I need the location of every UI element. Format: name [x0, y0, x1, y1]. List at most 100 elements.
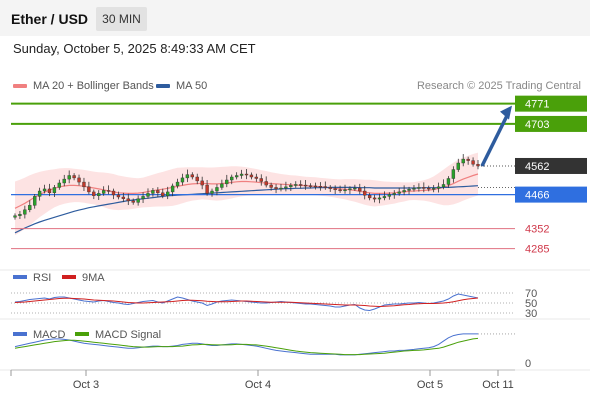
candle-body-21 [116, 194, 121, 198]
candle-body-51 [264, 181, 268, 186]
candle-body-45 [234, 175, 239, 178]
candle-32 [170, 183, 175, 197]
resistance-label-1: 4703 [525, 119, 549, 131]
candle-body-27 [146, 193, 150, 197]
candle-29 [156, 187, 160, 197]
candle-50 [259, 174, 263, 186]
candle-51 [264, 176, 268, 188]
candle-49 [254, 173, 259, 182]
candle-body-10 [62, 178, 66, 184]
pivot-tag [515, 186, 587, 203]
macd-signal-line [14, 337, 479, 356]
time-tick-label-3: Oct 11 [482, 379, 514, 391]
candle-14 [82, 177, 86, 192]
candle-41 [215, 184, 219, 196]
candle-19 [106, 185, 111, 195]
rsi-level-label-1: 50 [525, 298, 537, 310]
candle-body-67 [343, 189, 347, 192]
candle-body-55 [284, 186, 288, 189]
candle-73 [372, 194, 377, 203]
candle-body-88 [446, 178, 451, 185]
chart-title: Ether / USD [11, 11, 89, 27]
candle-87 [441, 179, 446, 190]
candle-94 [476, 160, 480, 170]
candle-body-15 [87, 186, 91, 193]
candle-80 [407, 186, 411, 195]
candle-body-5 [37, 190, 42, 197]
candle-body-20 [111, 190, 116, 196]
candle-74 [377, 193, 382, 204]
candle-body-59 [303, 184, 308, 187]
candle-86 [436, 182, 441, 193]
candle-body-69 [353, 187, 357, 190]
candle-72 [367, 192, 372, 201]
candle-body-50 [259, 178, 263, 182]
candle-body-83 [422, 187, 426, 189]
resistance-label-0: 4771 [525, 99, 549, 111]
candle-body-93 [471, 160, 475, 165]
candle-68 [348, 186, 352, 195]
candle-55 [284, 181, 288, 192]
candle-body-80 [407, 189, 411, 191]
candle-body-79 [402, 190, 406, 193]
candle-body-25 [136, 198, 140, 203]
candle-body-28 [151, 190, 155, 194]
rsi-legend-label: RSI [33, 272, 51, 284]
candle-body-32 [170, 185, 175, 193]
rsi-line [14, 293, 479, 312]
candle-25 [136, 195, 140, 206]
rsi-level-label-2: 30 [525, 308, 537, 320]
candle-body-7 [47, 188, 52, 194]
support-label-4: 4352 [525, 224, 549, 236]
candle-body-2 [23, 209, 27, 215]
candle-42 [220, 179, 224, 190]
candle-46 [239, 169, 244, 179]
candle-body-38 [200, 180, 204, 186]
candle-53 [274, 184, 278, 194]
candle-body-8 [52, 187, 57, 194]
candle-body-63 [323, 186, 327, 188]
candle-body-43 [225, 179, 229, 185]
candle-48 [249, 172, 254, 180]
candle-63 [323, 181, 327, 190]
candle-body-36 [190, 174, 194, 178]
candle-body-17 [97, 193, 101, 196]
candle-body-78 [397, 191, 401, 194]
candle-60 [308, 183, 313, 189]
candle-47 [244, 168, 249, 180]
candle-61 [313, 182, 318, 190]
candle-body-23 [126, 198, 130, 202]
candle-body-77 [392, 193, 396, 195]
candle-body-94 [476, 163, 480, 167]
candle-34 [180, 173, 185, 186]
resistance-tag-0 [515, 95, 587, 112]
candle-69 [353, 184, 357, 192]
candle-body-54 [279, 187, 283, 190]
candle-body-31 [166, 191, 170, 196]
candle-65 [333, 185, 337, 195]
candle-8 [52, 185, 57, 197]
candle-93 [471, 157, 475, 167]
candles-layer [13, 154, 480, 220]
candle-75 [382, 191, 387, 201]
candle-12 [72, 173, 76, 181]
candle-67 [343, 184, 347, 194]
candle-5 [37, 187, 42, 201]
candle-body-37 [195, 176, 199, 182]
candle-92 [466, 156, 470, 165]
candle-body-1 [18, 214, 22, 216]
candle-body-11 [67, 175, 71, 180]
candle-body-16 [92, 191, 96, 196]
candle-4 [33, 194, 37, 209]
candle-body-41 [215, 187, 219, 192]
timeframe-badge[interactable]: 30 MIN [96, 7, 147, 31]
candle-11 [67, 170, 71, 184]
ma50-line [14, 185, 479, 234]
candle-body-75 [382, 196, 387, 199]
candle-16 [92, 189, 96, 200]
candle-body-47 [244, 173, 249, 176]
candle-3 [28, 200, 32, 213]
candle-28 [151, 188, 155, 197]
